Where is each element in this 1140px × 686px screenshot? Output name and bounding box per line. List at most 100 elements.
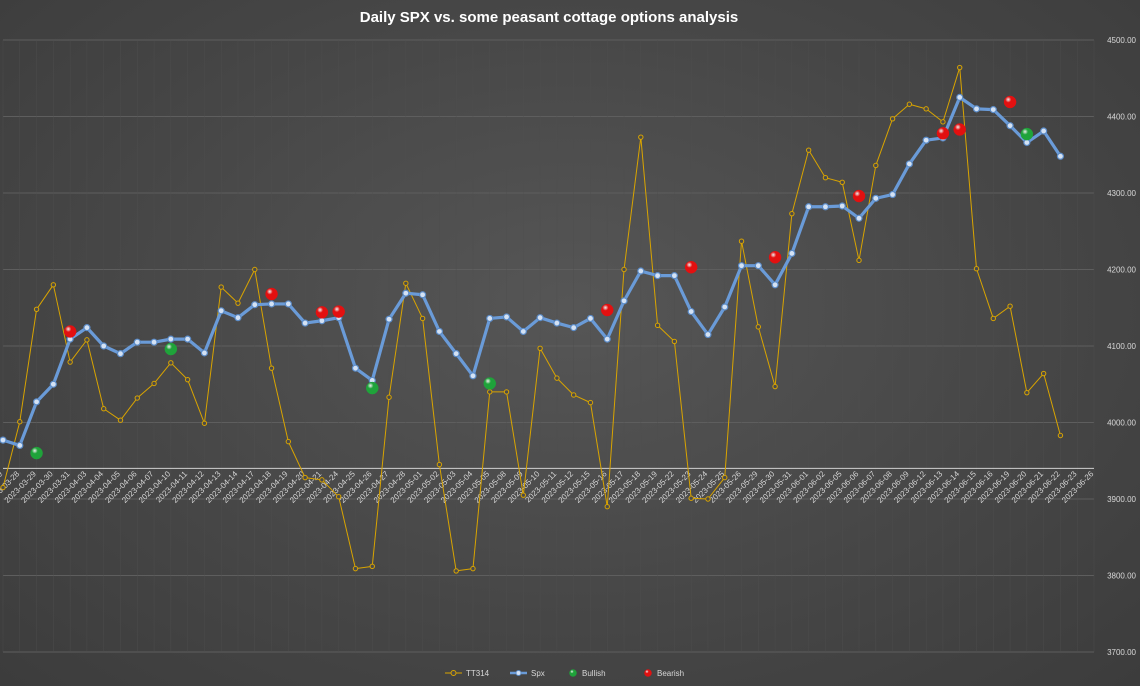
series-point-spx [653,272,662,280]
series-point-spx [1056,152,1065,160]
marker-bearish [600,303,614,317]
series-point-tt314 [520,492,527,498]
series-point-tt314 [1024,389,1030,396]
series-point-spx [519,327,527,336]
marker-bearish [63,325,77,338]
series-point-spx [721,303,729,311]
series-point-spx [486,314,494,323]
series-point-spx [956,93,964,101]
series-point-tt314 [403,280,409,286]
series-point-tt314 [990,315,996,322]
series-point-spx [234,314,242,322]
series-point-spx [435,327,443,336]
legend-label: TT314 [466,669,490,678]
series-point-tt314 [352,565,359,572]
marker-bearish [768,251,782,264]
series-point-spx [687,307,695,316]
series-point-spx [821,203,830,211]
marker-bearish [936,127,950,140]
series-point-spx [251,301,259,309]
series-point-tt314 [789,210,795,217]
series-point-spx [922,136,930,144]
series-point-tt314 [923,106,929,112]
series-point-spx [284,300,292,308]
series-point-tt314 [906,101,913,107]
legend-swatch-marker [450,670,457,676]
series-point-spx [200,349,209,357]
series-point-spx [502,313,511,321]
series-point-tt314 [1057,432,1064,439]
series-point-tt314 [772,383,778,390]
series-point-spx [771,281,779,289]
signal-markers [30,95,1034,460]
series-point-spx [150,338,158,346]
series-point-spx [1023,138,1031,147]
series-point-tt314 [822,175,829,181]
series-point-spx [351,364,360,372]
series-point-tt314 [839,179,845,185]
series-point-spx [754,262,762,270]
series-point-spx [419,291,427,299]
series-point-tt314 [285,438,292,445]
series-point-tt314 [151,380,157,387]
marker-bearish [1003,95,1017,109]
x-axis: Date2023-03-282023-03-292023-03-302023-0… [0,469,1096,505]
series-point-tt314 [117,417,124,423]
series-point-spx [788,249,796,258]
plot-area [0,64,1065,574]
series-point-tt314 [1040,370,1047,377]
marker-bullish [164,342,178,356]
series-point-spx [49,380,57,388]
series-point-spx [217,307,225,315]
series-point-tt314 [33,306,40,312]
legend-label: Spx [531,669,545,678]
marker-bearish [684,260,698,274]
legend: TT314 Spx Bullish Bearish [445,669,684,678]
series-point-tt314 [805,147,812,153]
series-point-tt314 [705,496,711,502]
marker-bullish [366,381,379,395]
series-point-tt314 [17,419,23,425]
marker-bearish [332,305,345,318]
series-point-spx [0,436,7,444]
y-tick-label: 4400.00 [1107,113,1136,122]
y-axis: 3700.00 3800.00 3900.00 4000.00 4100.00 4200.… [1107,36,1136,657]
legend-swatch-bearish [644,669,652,677]
series-point-spx [905,160,913,168]
series-point-tt314 [470,565,476,572]
series-point-tt314 [856,257,862,264]
series-point-tt314 [319,477,325,483]
gridlines [2,39,1095,653]
y-tick-label: 4200.00 [1107,266,1136,275]
series-point-tt314 [537,345,543,351]
series-point-tt314 [654,322,661,329]
series-point-spx [536,314,544,322]
series-point-spx [16,441,24,450]
series-point-tt314 [503,389,510,395]
series-point-spx [301,319,309,327]
series-point-tt314 [1007,303,1013,309]
series-point-tt314 [973,266,980,272]
legend-swatch-marker [515,670,522,676]
series-point-spx [603,335,611,343]
series-point-tt314 [453,568,459,574]
series-point-tt314 [487,389,493,395]
series-point-spx [872,194,880,202]
y-tick-label: 4100.00 [1107,342,1136,351]
series-point-tt314 [0,484,6,491]
series-point-spx [318,317,326,325]
series-point-tt314 [671,338,678,345]
marker-bullish [30,446,43,460]
series-point-spx [888,190,897,199]
series-point-tt314 [134,395,140,401]
series-line-spx [2,95,1062,448]
series-point-tt314 [957,64,963,71]
marker-bearish [852,189,866,203]
series-point-spx [1040,127,1048,135]
series-point-tt314 [235,300,241,306]
marker-bullish [1020,127,1034,141]
series-point-tt314 [184,376,191,383]
series-point-tt314 [386,394,392,400]
series-point-spx [620,297,628,305]
y-tick-label: 4500.00 [1107,36,1136,45]
